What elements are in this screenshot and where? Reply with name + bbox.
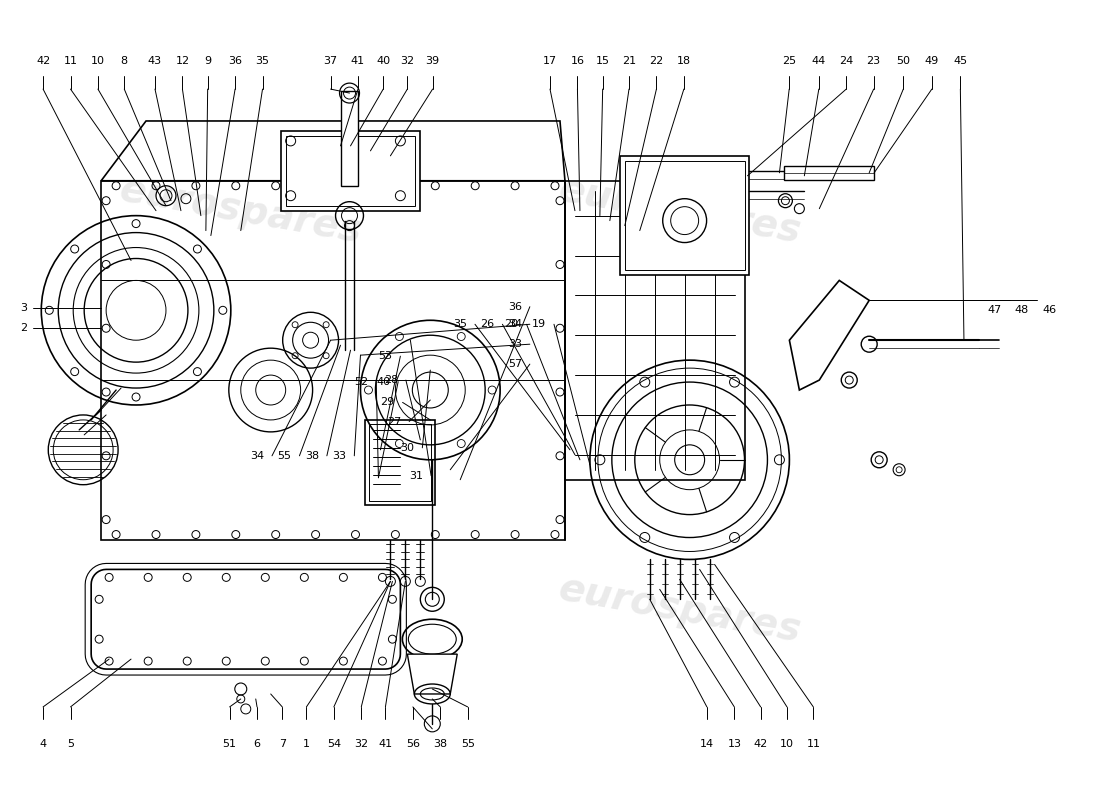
Text: 35: 35 <box>255 56 270 66</box>
Text: 29: 29 <box>381 398 395 407</box>
Text: 33: 33 <box>508 339 521 349</box>
Text: 14: 14 <box>700 739 714 749</box>
Text: eurospares: eurospares <box>117 570 365 650</box>
Text: 32: 32 <box>400 56 415 66</box>
Text: 36: 36 <box>228 56 242 66</box>
Text: 55: 55 <box>461 739 475 749</box>
Text: 48: 48 <box>1014 306 1028 315</box>
Text: 31: 31 <box>409 470 424 481</box>
Bar <box>286 136 416 206</box>
Text: 10: 10 <box>91 56 104 66</box>
Polygon shape <box>101 121 565 181</box>
Text: 47: 47 <box>988 306 1001 315</box>
Text: 12: 12 <box>175 56 189 66</box>
Text: eurospares: eurospares <box>556 170 804 250</box>
Text: 40: 40 <box>376 377 390 386</box>
Text: 11: 11 <box>806 739 821 749</box>
Text: 3: 3 <box>20 303 26 314</box>
Text: 5: 5 <box>67 739 74 749</box>
Text: 45: 45 <box>954 56 967 66</box>
Text: 28: 28 <box>384 375 398 385</box>
Text: 56: 56 <box>406 739 420 749</box>
Text: 10: 10 <box>780 739 794 749</box>
Text: 39: 39 <box>426 56 440 66</box>
Text: 35: 35 <box>453 319 468 330</box>
Text: 57: 57 <box>508 359 522 369</box>
Text: 20: 20 <box>505 319 519 330</box>
Text: 41: 41 <box>351 56 365 66</box>
Text: 36: 36 <box>508 302 521 312</box>
Text: eurospares: eurospares <box>556 570 804 650</box>
Text: 38: 38 <box>433 739 448 749</box>
Text: 21: 21 <box>621 56 636 66</box>
Text: 42: 42 <box>36 56 51 66</box>
Text: 2: 2 <box>20 323 26 334</box>
Text: 15: 15 <box>596 56 609 66</box>
Text: 34: 34 <box>508 319 522 330</box>
Text: 49: 49 <box>925 56 939 66</box>
Text: eurospares: eurospares <box>117 170 365 250</box>
Polygon shape <box>790 281 869 390</box>
Text: 17: 17 <box>543 56 557 66</box>
Polygon shape <box>407 654 458 694</box>
Text: 24: 24 <box>839 56 854 66</box>
Text: 27: 27 <box>387 417 402 426</box>
Bar <box>341 91 359 186</box>
Text: 43: 43 <box>147 56 162 66</box>
Text: 23: 23 <box>867 56 881 66</box>
Text: 22: 22 <box>649 56 663 66</box>
Text: 26: 26 <box>481 319 495 330</box>
Bar <box>101 181 565 539</box>
Text: 55: 55 <box>277 451 292 461</box>
Text: 37: 37 <box>323 56 338 66</box>
Text: 33: 33 <box>332 451 346 461</box>
Bar <box>784 166 874 180</box>
Text: 11: 11 <box>64 56 77 66</box>
Polygon shape <box>91 570 400 669</box>
Bar <box>565 181 745 480</box>
Text: 19: 19 <box>532 319 546 330</box>
Text: 38: 38 <box>305 451 319 461</box>
Text: 52: 52 <box>354 377 368 386</box>
Text: 32: 32 <box>354 739 368 749</box>
Text: 4: 4 <box>40 739 46 749</box>
Text: 50: 50 <box>896 56 911 66</box>
Text: 25: 25 <box>782 56 796 66</box>
Text: 34: 34 <box>250 451 264 461</box>
Text: 16: 16 <box>571 56 584 66</box>
Text: 1: 1 <box>302 739 310 749</box>
Text: 46: 46 <box>1042 306 1056 315</box>
Text: 18: 18 <box>676 56 691 66</box>
Text: 6: 6 <box>253 739 261 749</box>
Text: 42: 42 <box>754 739 768 749</box>
Text: 44: 44 <box>812 56 826 66</box>
Text: 7: 7 <box>278 739 286 749</box>
Text: 8: 8 <box>121 56 128 66</box>
Bar <box>619 156 749 275</box>
Text: 40: 40 <box>376 56 390 66</box>
Text: 54: 54 <box>327 739 341 749</box>
Bar <box>280 131 420 210</box>
Text: 9: 9 <box>205 56 211 66</box>
Text: 41: 41 <box>378 739 393 749</box>
Bar <box>370 424 431 501</box>
Text: 53: 53 <box>378 351 393 361</box>
Text: 30: 30 <box>400 443 415 453</box>
Bar <box>625 161 745 270</box>
Text: 51: 51 <box>222 739 236 749</box>
Bar <box>365 420 436 505</box>
Text: 13: 13 <box>727 739 741 749</box>
